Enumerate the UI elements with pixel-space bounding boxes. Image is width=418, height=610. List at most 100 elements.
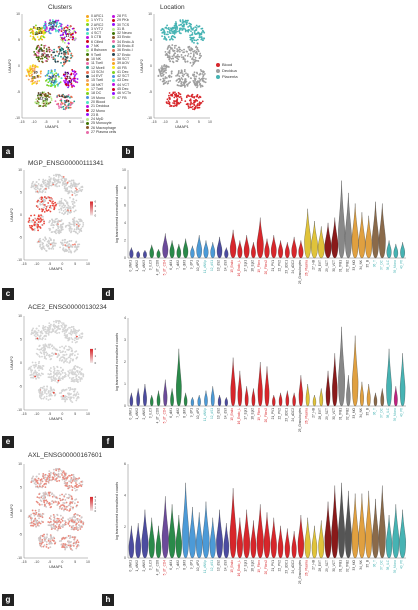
violin-category-label: 32_fFB2 bbox=[345, 560, 349, 572]
umap-cell-point bbox=[68, 485, 71, 488]
umap-cell-point bbox=[188, 46, 191, 48]
umap-cell-point bbox=[80, 186, 83, 189]
umap-cell-point bbox=[53, 239, 55, 242]
umap-cell-point bbox=[190, 47, 192, 49]
umap-cell-point bbox=[62, 517, 64, 520]
cluster-legend-entry: 30 TCS bbox=[112, 23, 134, 27]
umap-cell-point bbox=[54, 521, 57, 523]
umap-cell-point bbox=[72, 473, 75, 476]
violin-category-label: 19_Fibro bbox=[257, 408, 261, 421]
color-scale-label: 2 bbox=[95, 502, 97, 506]
umap-cell-point bbox=[191, 105, 194, 108]
umap-cell-point bbox=[74, 332, 77, 334]
umap-cell-point bbox=[42, 521, 44, 523]
umap-cell-point bbox=[25, 75, 28, 78]
umap-cell-point bbox=[47, 539, 50, 542]
violin-shape bbox=[236, 517, 243, 559]
umap-cell-point bbox=[48, 48, 51, 51]
umap-cell-point bbox=[183, 68, 186, 71]
umap-cell-point bbox=[60, 99, 63, 102]
x-tick-label: -5 bbox=[175, 120, 178, 124]
umap-cell-point bbox=[42, 475, 45, 477]
umap-cell-point bbox=[62, 181, 65, 184]
umap-cell-point bbox=[71, 245, 74, 248]
umap-cell-point bbox=[64, 484, 67, 487]
umap-cell-point bbox=[30, 186, 33, 189]
umap-cell-point bbox=[46, 54, 49, 56]
umap-cell-point bbox=[62, 470, 65, 473]
umap-cell-point bbox=[49, 101, 52, 104]
umap-cell-point bbox=[38, 485, 41, 488]
cluster-legend-entry: 11 Tcell bbox=[86, 61, 116, 65]
umap-cell-point bbox=[35, 24, 37, 27]
umap-cell-point bbox=[73, 368, 76, 371]
y-tick-label: 0 bbox=[20, 509, 22, 513]
umap-cell-point bbox=[43, 496, 46, 499]
umap-cell-point bbox=[32, 332, 35, 335]
umap-cell-point bbox=[159, 72, 162, 75]
umap-cell-point bbox=[51, 204, 54, 207]
umap-cell-point bbox=[62, 543, 65, 545]
umap-cell-point bbox=[49, 538, 52, 540]
x-axis-label: UMAP1 bbox=[49, 416, 64, 421]
cluster-number-label: 4 bbox=[55, 25, 57, 29]
umap-cell-point bbox=[62, 504, 65, 507]
umap-cell-point bbox=[42, 325, 45, 327]
umap-cell-point bbox=[44, 236, 47, 239]
umap-cell-point bbox=[33, 217, 36, 220]
umap-cell-point bbox=[32, 180, 35, 183]
umap-cell-point bbox=[67, 356, 70, 359]
violin-shape bbox=[358, 493, 366, 559]
umap-cell-point bbox=[66, 201, 69, 204]
umap-cell-point bbox=[64, 61, 67, 63]
umap-cell-point bbox=[71, 500, 74, 503]
umap-cell-point bbox=[70, 79, 73, 82]
umap-cell-point bbox=[167, 80, 170, 83]
umap-cell-point bbox=[180, 82, 183, 85]
umap-cell-point bbox=[52, 81, 55, 84]
y-axis-label: UMAP2 bbox=[9, 503, 14, 518]
violin-shape bbox=[386, 348, 392, 407]
violin-category-label: 19_Fibro bbox=[257, 260, 261, 273]
umap-cell-point bbox=[36, 187, 39, 190]
umap-cell-point bbox=[58, 95, 61, 98]
umap-cell-point bbox=[204, 81, 207, 84]
umap-cell-point bbox=[52, 57, 55, 60]
umap-cell-point bbox=[82, 373, 84, 375]
umap-cell-point bbox=[51, 537, 53, 540]
violin-category-label: 7_dM2 bbox=[176, 408, 180, 418]
umap-cell-point bbox=[195, 59, 198, 62]
violin-category-label: 0_dNK1 bbox=[128, 560, 132, 572]
umap-cell-point bbox=[37, 31, 40, 34]
umap-cell-point bbox=[51, 218, 53, 221]
cluster-number-label: 32 bbox=[32, 75, 36, 79]
umap-cell-point bbox=[51, 526, 53, 529]
umap-cell-point bbox=[59, 505, 61, 508]
umap-cell-point bbox=[71, 478, 74, 481]
umap-cell-point bbox=[194, 56, 197, 59]
violin-category-label: 20_Fibro2 bbox=[264, 260, 268, 275]
y-tick-label: 4 bbox=[124, 221, 126, 225]
umap-cell-point bbox=[195, 24, 198, 27]
umap-cell-point bbox=[47, 24, 50, 27]
umap-cell-point bbox=[171, 38, 174, 41]
violin-category-label: 14_dS3 bbox=[223, 560, 227, 571]
umap-cell-point bbox=[51, 22, 54, 24]
violin-category-label: 9_dP1 bbox=[189, 560, 193, 569]
umap-cell-point bbox=[55, 217, 58, 220]
umap-cell-point bbox=[78, 182, 81, 185]
umap-cell-point bbox=[49, 200, 52, 203]
umap-cell-point bbox=[49, 210, 52, 213]
umap-cell-point bbox=[63, 472, 66, 474]
umap-cell-point bbox=[37, 240, 40, 243]
umap-cell-point bbox=[64, 351, 67, 353]
y-tick-label: 0 bbox=[124, 404, 126, 408]
umap-cell-point bbox=[189, 81, 191, 84]
umap-cell-point bbox=[66, 210, 69, 213]
cluster-number-label: 2 bbox=[33, 26, 35, 30]
legend-swatch bbox=[112, 44, 115, 48]
umap-cell-point bbox=[181, 28, 184, 31]
umap-cell-point bbox=[70, 56, 73, 59]
umap-cell-point bbox=[66, 45, 69, 48]
umap-cell-point bbox=[33, 514, 36, 517]
